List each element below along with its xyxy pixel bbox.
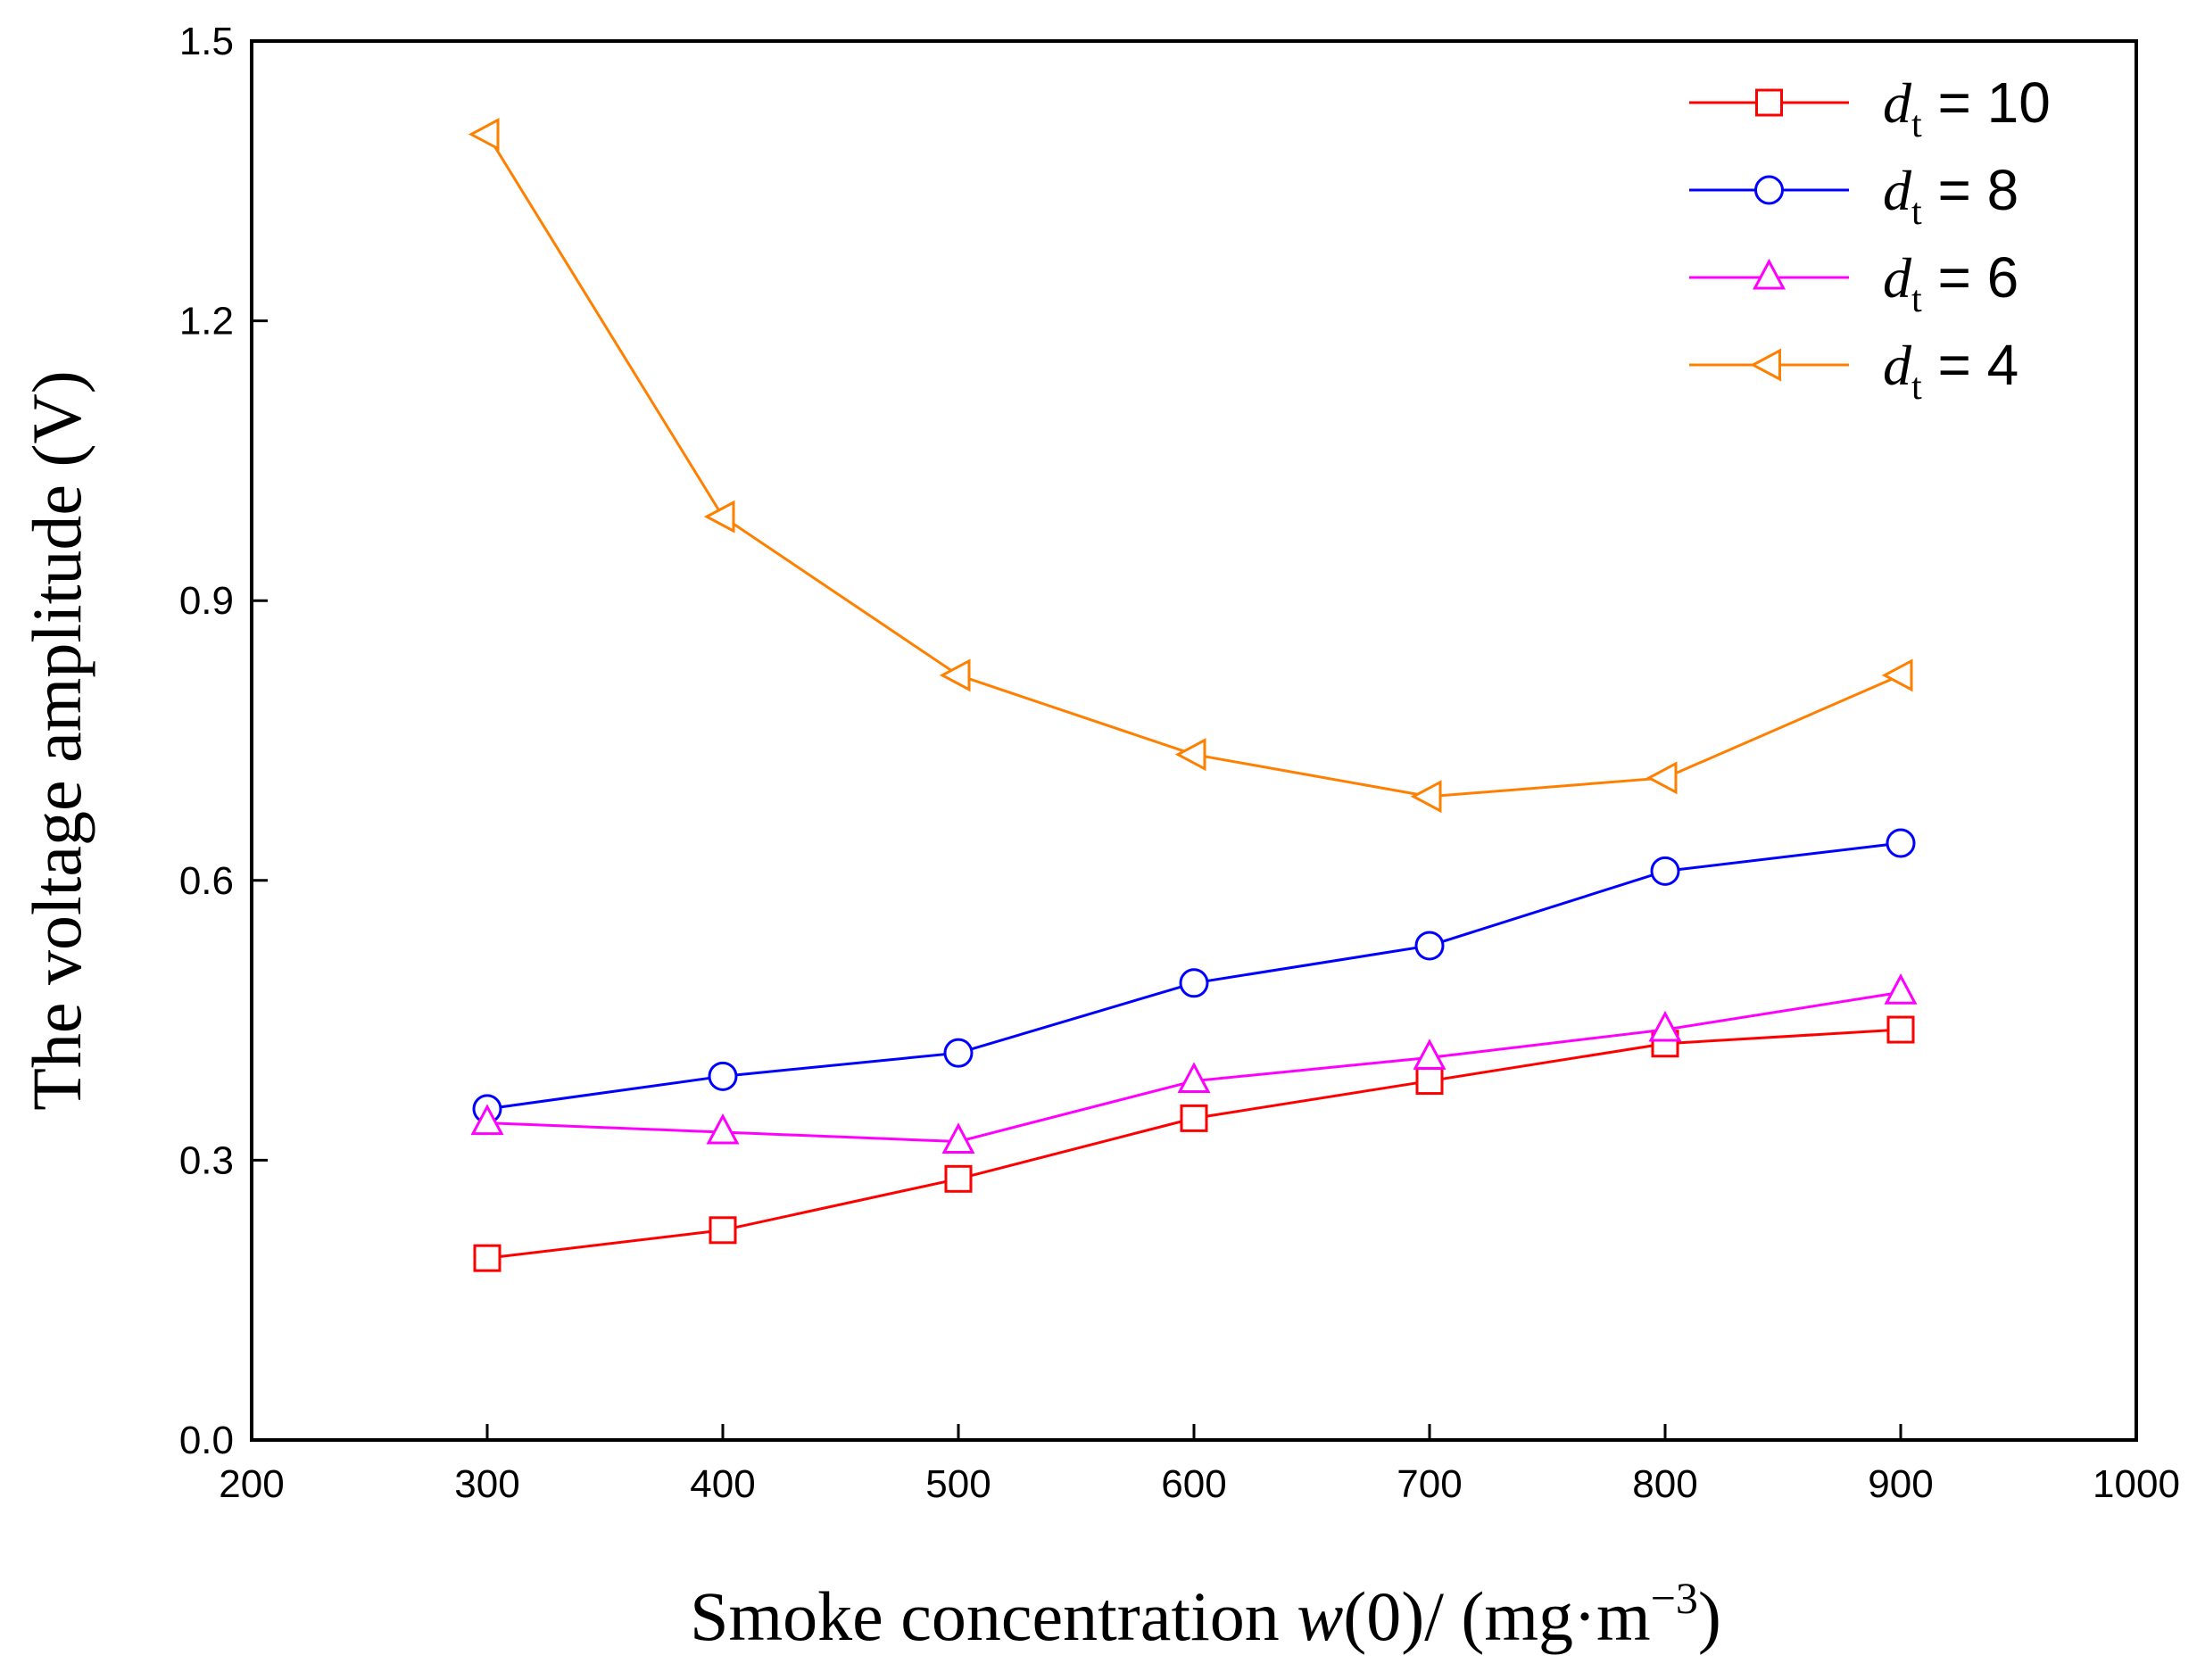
x-ticks: 200 300 400 500 600 700 800 900 1000 bbox=[219, 1424, 2180, 1506]
data-point bbox=[1177, 1062, 1211, 1094]
y-tick-label: 0.3 bbox=[179, 1138, 234, 1182]
data-point bbox=[939, 658, 971, 692]
y-axis-title: The voltage amplitude (V) bbox=[18, 370, 95, 1111]
legend-label: dt = 6 bbox=[1883, 245, 2018, 320]
legend-item: dt = 10 bbox=[1689, 70, 2051, 145]
series-group bbox=[468, 118, 1918, 1272]
data-point bbox=[1650, 856, 1680, 886]
data-point bbox=[1886, 1015, 1915, 1044]
x-tick-label: 600 bbox=[1161, 1462, 1226, 1506]
series-3 bbox=[468, 118, 1913, 814]
legend-label: dt = 10 bbox=[1883, 70, 2051, 145]
data-point bbox=[470, 1104, 504, 1136]
data-point bbox=[706, 1113, 740, 1145]
series-0 bbox=[473, 1015, 1915, 1272]
legend-label: dt = 8 bbox=[1883, 158, 2018, 233]
data-point bbox=[1414, 931, 1445, 961]
y-tick-label: 1.5 bbox=[179, 20, 234, 63]
x-tick-label: 500 bbox=[925, 1462, 991, 1506]
data-point bbox=[941, 1122, 975, 1154]
legend: dt = 10 dt = 8 dt = 6 dt = 4 bbox=[1689, 70, 2051, 408]
legend-item: dt = 4 bbox=[1689, 333, 2018, 408]
y-tick-label: 0.6 bbox=[179, 859, 234, 903]
data-point bbox=[468, 118, 500, 152]
y-tick-label: 0.9 bbox=[179, 579, 234, 623]
y-tick-label: 1.2 bbox=[179, 300, 234, 343]
data-point bbox=[1645, 761, 1678, 795]
x-tick-label: 1000 bbox=[2093, 1462, 2180, 1506]
legend-marker bbox=[1753, 258, 1786, 290]
legend-item: dt = 8 bbox=[1689, 158, 2018, 233]
data-point bbox=[1410, 780, 1442, 814]
data-point bbox=[1415, 1067, 1444, 1096]
x-tick-label: 400 bbox=[690, 1462, 755, 1506]
x-tick-label: 800 bbox=[1632, 1462, 1697, 1506]
legend-marker bbox=[1754, 175, 1784, 205]
data-point bbox=[473, 1244, 502, 1272]
x-tick-label: 200 bbox=[219, 1462, 284, 1506]
y-tick-label: 0.0 bbox=[179, 1419, 234, 1462]
data-point bbox=[1413, 1039, 1447, 1070]
data-point bbox=[708, 1061, 738, 1091]
y-ticks: 0.0 0.3 0.6 0.9 1.2 1.5 bbox=[179, 20, 268, 1462]
data-point bbox=[1884, 973, 1918, 1005]
legend-label: dt = 4 bbox=[1883, 333, 2018, 408]
x-tick-label: 700 bbox=[1397, 1462, 1462, 1506]
legend-item: dt = 6 bbox=[1689, 245, 2018, 320]
data-point bbox=[1180, 1104, 1208, 1132]
data-point bbox=[709, 1216, 737, 1245]
data-point bbox=[944, 1164, 973, 1193]
series-2 bbox=[470, 973, 1918, 1154]
data-point bbox=[943, 1038, 974, 1068]
data-point bbox=[1881, 658, 1913, 692]
legend-marker bbox=[1755, 88, 1783, 117]
data-point bbox=[703, 500, 735, 534]
series-line bbox=[485, 133, 1902, 799]
data-point bbox=[1886, 828, 1916, 858]
data-point bbox=[1648, 1010, 1682, 1042]
x-tick-label: 300 bbox=[454, 1462, 519, 1506]
data-point bbox=[1174, 738, 1206, 772]
plot-frame bbox=[250, 39, 2138, 1442]
legend-marker bbox=[1750, 348, 1781, 382]
x-axis-title: Smoke concentration w(0)/ (mg·m−3) bbox=[690, 1573, 1721, 1655]
x-tick-label: 900 bbox=[1868, 1462, 1933, 1506]
data-point bbox=[1179, 968, 1209, 998]
